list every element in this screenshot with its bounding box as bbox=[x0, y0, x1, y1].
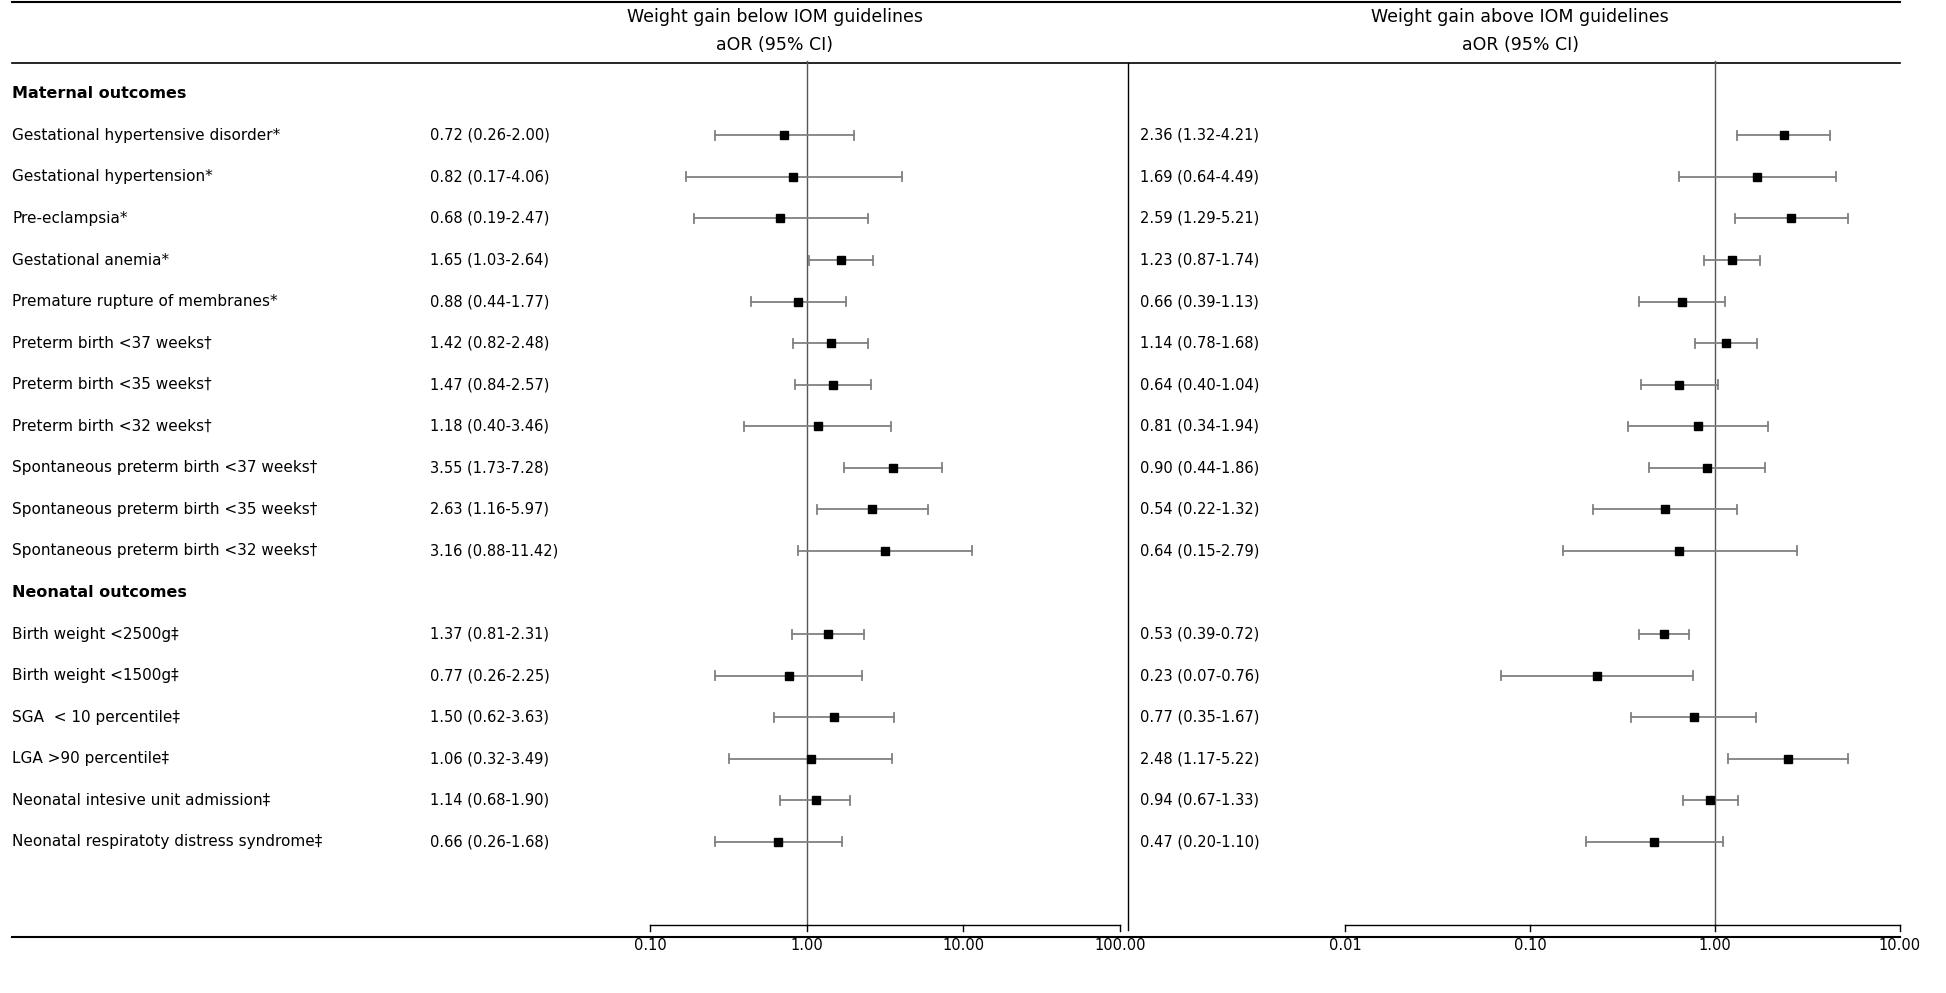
Text: 0.77 (0.26-2.25): 0.77 (0.26-2.25) bbox=[430, 668, 551, 683]
Text: 1.23 (0.87-1.74): 1.23 (0.87-1.74) bbox=[1140, 252, 1259, 267]
Text: Spontaneous preterm birth <32 weeks†: Spontaneous preterm birth <32 weeks† bbox=[12, 543, 317, 558]
Text: 1.00: 1.00 bbox=[790, 937, 823, 952]
Text: 2.36 (1.32-4.21): 2.36 (1.32-4.21) bbox=[1140, 128, 1259, 143]
Text: 0.66 (0.39-1.13): 0.66 (0.39-1.13) bbox=[1140, 294, 1259, 309]
Text: Gestational anemia*: Gestational anemia* bbox=[12, 252, 169, 267]
Text: 0.81 (0.34-1.94): 0.81 (0.34-1.94) bbox=[1140, 419, 1259, 434]
Text: Spontaneous preterm birth <37 weeks†: Spontaneous preterm birth <37 weeks† bbox=[12, 461, 317, 476]
Text: 2.63 (1.16-5.97): 2.63 (1.16-5.97) bbox=[430, 501, 549, 517]
Text: aOR (95% CI): aOR (95% CI) bbox=[1461, 37, 1578, 55]
Text: 0.77 (0.35-1.67): 0.77 (0.35-1.67) bbox=[1140, 710, 1259, 725]
Text: 0.94 (0.67-1.33): 0.94 (0.67-1.33) bbox=[1140, 792, 1259, 808]
Text: Preterm birth <37 weeks†: Preterm birth <37 weeks† bbox=[12, 336, 212, 351]
Text: 0.53 (0.39-0.72): 0.53 (0.39-0.72) bbox=[1140, 627, 1259, 641]
Text: 0.10: 0.10 bbox=[1514, 937, 1547, 952]
Text: 0.82 (0.17-4.06): 0.82 (0.17-4.06) bbox=[430, 170, 549, 185]
Text: 2.48 (1.17-5.22): 2.48 (1.17-5.22) bbox=[1140, 752, 1259, 767]
Text: SGA  < 10 percentile‡: SGA < 10 percentile‡ bbox=[12, 710, 179, 725]
Text: 0.64 (0.40-1.04): 0.64 (0.40-1.04) bbox=[1140, 377, 1259, 392]
Text: 1.47 (0.84-2.57): 1.47 (0.84-2.57) bbox=[430, 377, 549, 392]
Text: 0.23 (0.07-0.76): 0.23 (0.07-0.76) bbox=[1140, 668, 1259, 683]
Text: Preterm birth <32 weeks†: Preterm birth <32 weeks† bbox=[12, 419, 212, 434]
Text: Gestational hypertension*: Gestational hypertension* bbox=[12, 170, 212, 185]
Text: Neonatal outcomes: Neonatal outcomes bbox=[12, 585, 187, 600]
Text: Neonatal intesive unit admission‡: Neonatal intesive unit admission‡ bbox=[12, 792, 270, 808]
Text: 0.54 (0.22-1.32): 0.54 (0.22-1.32) bbox=[1140, 501, 1259, 517]
Text: 10.00: 10.00 bbox=[942, 937, 985, 952]
Text: 1.65 (1.03-2.64): 1.65 (1.03-2.64) bbox=[430, 252, 549, 267]
Text: Birth weight <2500g‡: Birth weight <2500g‡ bbox=[12, 627, 179, 641]
Text: 10.00: 10.00 bbox=[1880, 937, 1921, 952]
Text: Weight gain below IOM guidelines: Weight gain below IOM guidelines bbox=[627, 9, 922, 27]
Text: Birth weight <1500g‡: Birth weight <1500g‡ bbox=[12, 668, 179, 683]
Text: 1.37 (0.81-2.31): 1.37 (0.81-2.31) bbox=[430, 627, 549, 641]
Text: 0.10: 0.10 bbox=[634, 937, 666, 952]
Text: 1.06 (0.32-3.49): 1.06 (0.32-3.49) bbox=[430, 752, 549, 767]
Text: 1.50 (0.62-3.63): 1.50 (0.62-3.63) bbox=[430, 710, 549, 725]
Text: LGA >90 percentile‡: LGA >90 percentile‡ bbox=[12, 752, 169, 767]
Text: aOR (95% CI): aOR (95% CI) bbox=[716, 37, 833, 55]
Text: 0.01: 0.01 bbox=[1329, 937, 1362, 952]
Text: 0.72 (0.26-2.00): 0.72 (0.26-2.00) bbox=[430, 128, 551, 143]
Text: Gestational hypertensive disorder*: Gestational hypertensive disorder* bbox=[12, 128, 280, 143]
Text: Premature rupture of membranes*: Premature rupture of membranes* bbox=[12, 294, 278, 309]
Text: Maternal outcomes: Maternal outcomes bbox=[12, 86, 187, 101]
Text: 0.66 (0.26-1.68): 0.66 (0.26-1.68) bbox=[430, 834, 549, 849]
Text: Neonatal respiratoty distress syndrome‡: Neonatal respiratoty distress syndrome‡ bbox=[12, 834, 323, 849]
Text: 1.14 (0.78-1.68): 1.14 (0.78-1.68) bbox=[1140, 336, 1259, 351]
Text: Pre-eclampsia*: Pre-eclampsia* bbox=[12, 211, 128, 226]
Text: 3.55 (1.73-7.28): 3.55 (1.73-7.28) bbox=[430, 461, 549, 476]
Text: 2.59 (1.29-5.21): 2.59 (1.29-5.21) bbox=[1140, 211, 1259, 226]
Text: 0.64 (0.15-2.79): 0.64 (0.15-2.79) bbox=[1140, 543, 1259, 558]
Text: 1.18 (0.40-3.46): 1.18 (0.40-3.46) bbox=[430, 419, 549, 434]
Text: 1.00: 1.00 bbox=[1699, 937, 1732, 952]
Text: 0.68 (0.19-2.47): 0.68 (0.19-2.47) bbox=[430, 211, 549, 226]
Text: 0.47 (0.20-1.10): 0.47 (0.20-1.10) bbox=[1140, 834, 1259, 849]
Text: 0.88 (0.44-1.77): 0.88 (0.44-1.77) bbox=[430, 294, 549, 309]
Text: Weight gain above IOM guidelines: Weight gain above IOM guidelines bbox=[1372, 9, 1670, 27]
Text: Preterm birth <35 weeks†: Preterm birth <35 weeks† bbox=[12, 377, 212, 392]
Text: 1.42 (0.82-2.48): 1.42 (0.82-2.48) bbox=[430, 336, 549, 351]
Text: 1.14 (0.68-1.90): 1.14 (0.68-1.90) bbox=[430, 792, 549, 808]
Text: 1.69 (0.64-4.49): 1.69 (0.64-4.49) bbox=[1140, 170, 1259, 185]
Text: 100.00: 100.00 bbox=[1094, 937, 1146, 952]
Text: Spontaneous preterm birth <35 weeks†: Spontaneous preterm birth <35 weeks† bbox=[12, 501, 317, 517]
Text: 3.16 (0.88-11.42): 3.16 (0.88-11.42) bbox=[430, 543, 559, 558]
Text: 0.90 (0.44-1.86): 0.90 (0.44-1.86) bbox=[1140, 461, 1259, 476]
